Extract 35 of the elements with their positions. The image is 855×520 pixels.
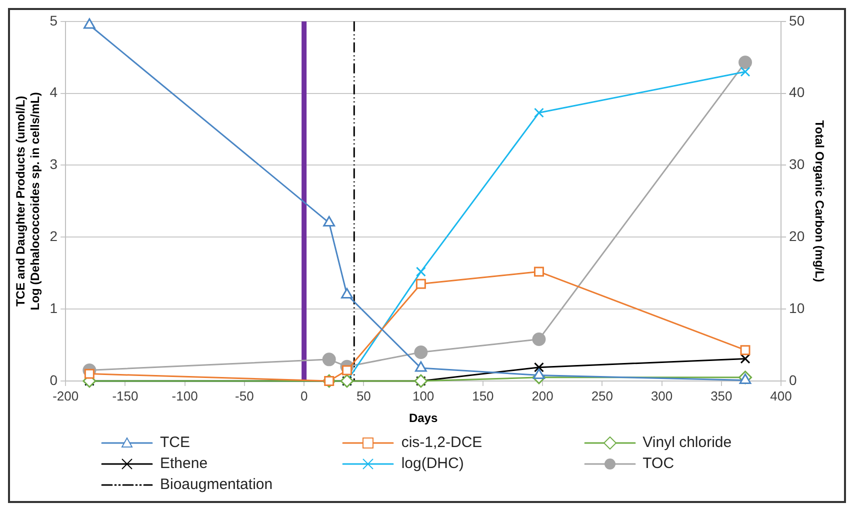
x-tick-label: -50 — [235, 388, 254, 404]
legend-label: Ethene — [160, 455, 208, 472]
y2-tick-label: 50 — [789, 12, 805, 28]
y-tick-label: 1 — [50, 300, 58, 316]
x-tick-label: 0 — [300, 388, 308, 404]
y2-tick-label: 40 — [789, 84, 805, 100]
legend-label: log(DHC) — [401, 455, 464, 472]
x-tick-label: 300 — [650, 388, 673, 404]
y-tick-label: 5 — [50, 12, 58, 28]
x-tick-label: -150 — [112, 388, 138, 404]
y-tick-label: 3 — [50, 156, 58, 172]
x-tick-label: 100 — [412, 388, 434, 404]
y2-tick-label: 10 — [789, 300, 805, 316]
y2-tick-label: 30 — [789, 156, 805, 172]
y-tick-label: 0 — [50, 372, 58, 388]
x-axis-title: Days — [408, 411, 438, 426]
legend-label: Bioaugmentation — [160, 476, 273, 493]
x-tick-label: 200 — [532, 388, 554, 404]
y-tick-label: 4 — [50, 84, 58, 100]
legend-label: Vinyl chloride — [642, 434, 732, 451]
y-axis-title: TCE and Daughter Products (umol/L) Log (Dehalococcoides sp. in cells/mL) — [14, 92, 42, 310]
x-tick-label: -100 — [172, 388, 198, 404]
y2-tick-label: 0 — [789, 372, 798, 388]
x-tick-label: 250 — [591, 388, 614, 404]
y-tick-label: 2 — [50, 228, 58, 244]
x-tick-label: -200 — [52, 388, 79, 404]
x-tick-label: 350 — [710, 388, 732, 404]
legend-label: cis-1,2-DCE — [401, 434, 482, 451]
y2-axis-title: Total Organic Carbon (mg/L) — [812, 120, 826, 282]
x-tick-label: 400 — [770, 388, 792, 404]
legend-label: TOC — [642, 455, 674, 472]
y2-tick-label: 20 — [789, 228, 805, 244]
x-tick-label: 50 — [356, 388, 371, 404]
x-tick-label: 150 — [472, 388, 494, 404]
legend-label: TCE — [160, 434, 190, 451]
